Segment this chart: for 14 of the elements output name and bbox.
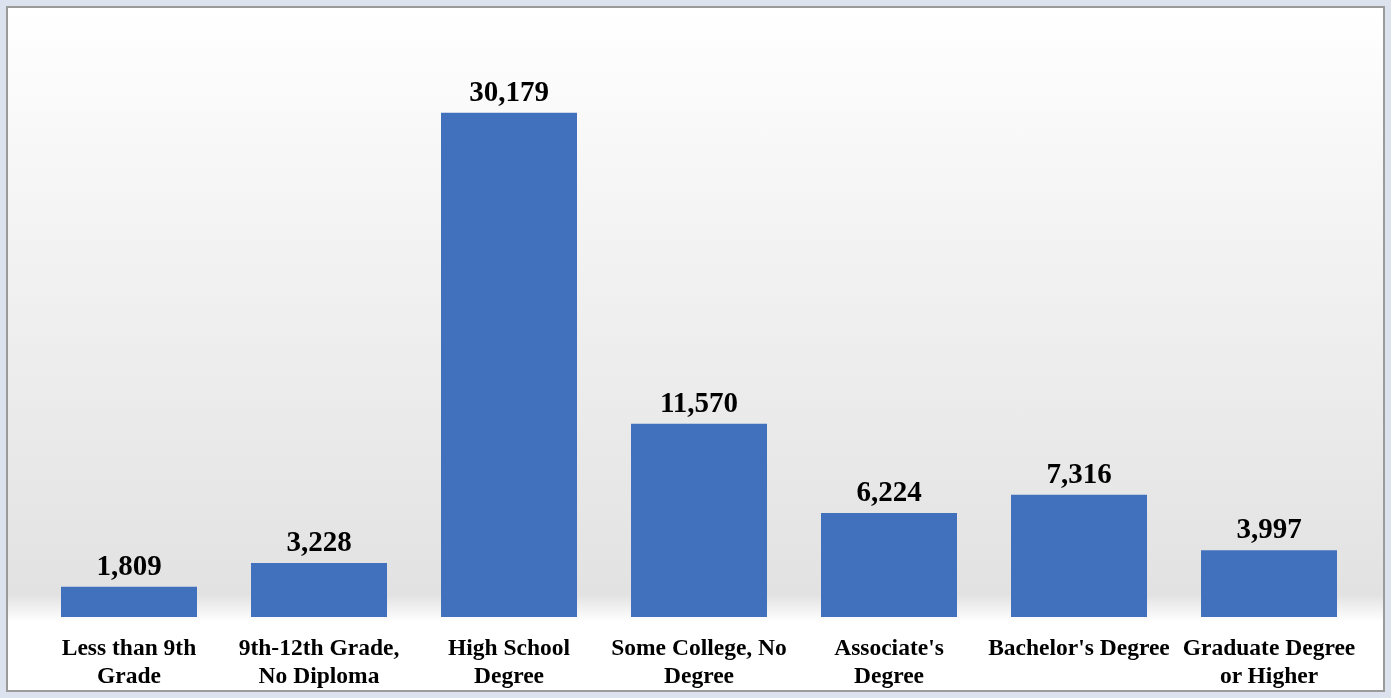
data-label: 11,570 xyxy=(659,385,739,418)
x-tick-label: Associate's Degree xyxy=(834,634,944,688)
data-label: 6,224 xyxy=(856,475,922,508)
x-tick-label: Graduate Degree or Higher xyxy=(1182,634,1356,688)
x-tick-label: Bachelor's Degree xyxy=(988,634,1170,660)
x-tick-label: 9th-12th Grade, No Diploma xyxy=(238,634,400,688)
data-label: 1,809 xyxy=(96,548,162,581)
x-tick-label: Less than 9th Grade xyxy=(61,634,197,688)
data-label: 7,316 xyxy=(1046,456,1112,489)
data-label: 3,997 xyxy=(1236,512,1302,545)
x-tick-label: Some College, No Degree xyxy=(611,634,787,688)
data-label: 30,179 xyxy=(469,74,549,107)
x-tick-label: High School Degree xyxy=(447,634,571,688)
data-label: 3,228 xyxy=(286,525,352,558)
